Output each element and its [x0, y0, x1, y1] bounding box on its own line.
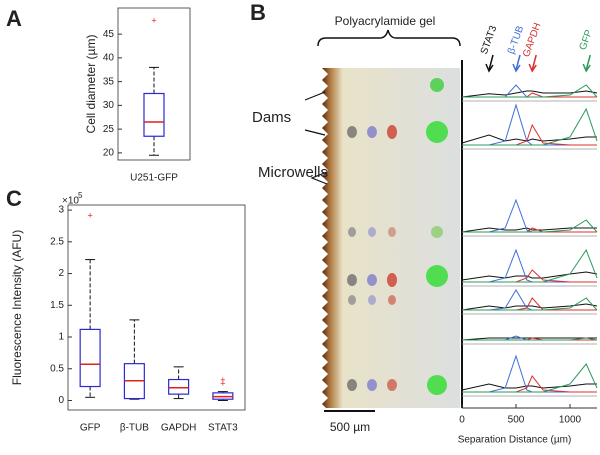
y-tick-label: 40 [103, 53, 115, 64]
trace [461, 134, 597, 144]
scale-bar-label: 500 µm [330, 420, 370, 434]
y-tick-label: 30 [103, 100, 115, 111]
trace [462, 84, 598, 98]
x-tick-label: U251-GFP [130, 173, 178, 184]
y-multiplier: ×10 [62, 196, 79, 207]
x-axis-label: Separation Distance (µm) [458, 435, 572, 446]
trace [461, 337, 597, 341]
y-tick-label: 0.5 [50, 363, 64, 374]
plot-frame [117, 7, 191, 161]
y-tick-label: 1.5 [50, 300, 64, 311]
annotation: Microwells [258, 164, 328, 181]
x-tick-label: STAT3 [208, 423, 238, 434]
legend-arrowhead [582, 63, 591, 73]
legend-arrowhead [485, 63, 494, 73]
panel-label: C [6, 186, 22, 211]
legend-arrowhead [512, 63, 521, 73]
legend-label: STAT3 [479, 24, 500, 56]
legend-arrow [515, 54, 521, 71]
trace [462, 107, 598, 146]
trace [461, 271, 598, 281]
legend-arrow [585, 54, 591, 71]
y-tick-label: 0 [58, 395, 64, 406]
y-tick-label: 1 [58, 332, 64, 343]
outlier: + [151, 15, 156, 25]
legend-label: GFP [578, 28, 595, 51]
y-tick-label: 25 [103, 124, 115, 135]
trace [462, 269, 597, 283]
x-tick-label: 500 [508, 415, 525, 426]
trace [461, 227, 597, 233]
y-tick-label: 45 [103, 29, 115, 40]
panel-label: B [250, 0, 266, 25]
y-tick-label: 2 [58, 268, 64, 279]
y-tick-label: 3 [58, 205, 64, 216]
y-tick-label: 35 [103, 76, 115, 87]
x-tick-label: β-TUB [120, 423, 149, 434]
legend-arrowhead [528, 63, 537, 73]
outlier: + [220, 379, 225, 389]
trace [462, 198, 597, 233]
pointer [304, 129, 326, 136]
box [168, 378, 190, 395]
outlier: + [87, 211, 92, 221]
trace [462, 219, 598, 233]
box [79, 328, 101, 388]
x-tick-label: 1000 [559, 415, 582, 426]
trace [462, 297, 598, 311]
trace [462, 354, 597, 393]
trace [462, 375, 597, 393]
brace [317, 29, 461, 47]
legend-arrow [488, 54, 494, 71]
trace [461, 383, 597, 391]
legend-arrow [531, 54, 537, 71]
box [143, 92, 165, 137]
x-tick-label: GFP [80, 423, 101, 434]
trace [462, 248, 598, 283]
gel-title: Polyacrylamide gel [335, 14, 436, 28]
gel-bands [347, 78, 448, 395]
gel-edge [316, 68, 328, 422]
y-axis-label: Fluorescence Intensity (AFU) [10, 230, 24, 385]
x-tick-label: 0 [459, 415, 465, 426]
y-exponent: 5 [78, 191, 83, 200]
trace [461, 90, 598, 98]
y-tick-label: 2.5 [50, 236, 64, 247]
trace [462, 123, 597, 146]
panel-label: A [6, 6, 22, 31]
trace [462, 337, 598, 341]
x-tick-label: GAPDH [161, 423, 197, 434]
pointer [304, 91, 326, 101]
trace [462, 363, 598, 393]
legend-label: GAPDH [521, 21, 543, 58]
gel-image [322, 68, 460, 408]
plot-frame [67, 204, 246, 411]
outlier: + [220, 375, 225, 385]
trace [461, 303, 598, 311]
annotation: Dams [252, 109, 291, 126]
y-axis-label: Cell diameter (µm) [84, 35, 98, 134]
y-tick-label: 20 [103, 148, 115, 159]
pointer [310, 171, 328, 185]
